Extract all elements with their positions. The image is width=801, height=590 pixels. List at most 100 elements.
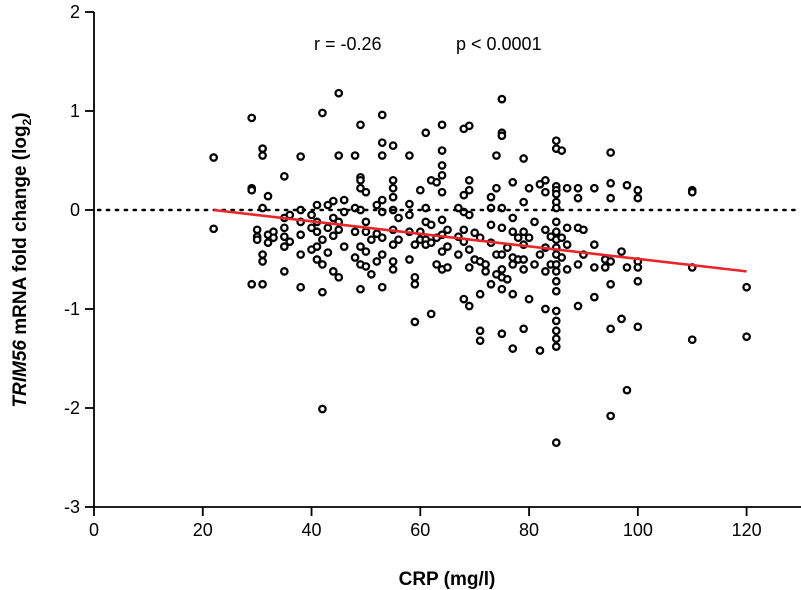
data-point xyxy=(405,199,414,209)
data-point xyxy=(551,342,561,351)
data-point xyxy=(600,263,610,272)
data-point xyxy=(394,213,403,223)
x-tick-label: 40 xyxy=(302,520,322,540)
data-point xyxy=(606,178,616,188)
data-point xyxy=(339,242,349,251)
data-point xyxy=(742,282,751,292)
data-point xyxy=(497,223,507,233)
data-point xyxy=(497,250,507,259)
data-point xyxy=(475,326,485,336)
data-point xyxy=(296,250,306,259)
data-point xyxy=(410,272,420,282)
data-point xyxy=(530,260,539,269)
data-point xyxy=(573,183,583,193)
data-point xyxy=(356,183,365,193)
data-point xyxy=(361,217,371,227)
data-point xyxy=(328,267,338,276)
y-axis-title-close: ) xyxy=(10,112,31,118)
data-point xyxy=(328,196,338,206)
data-point xyxy=(606,324,616,334)
data-point xyxy=(437,146,447,155)
data-point xyxy=(617,314,626,324)
data-point xyxy=(388,240,398,249)
data-point xyxy=(459,294,469,304)
data-point xyxy=(437,120,447,130)
data-point xyxy=(464,263,474,272)
data-point xyxy=(464,301,474,311)
data-point xyxy=(377,233,387,243)
y-axis-title: TRIM56 mRNA fold change (log2) xyxy=(10,112,34,407)
data-point xyxy=(443,263,452,272)
data-point xyxy=(323,248,333,257)
data-point xyxy=(551,276,561,286)
data-point xyxy=(519,255,528,264)
data-point xyxy=(258,250,267,259)
data-point xyxy=(285,237,295,247)
data-point xyxy=(415,185,425,195)
data-point xyxy=(356,284,365,294)
data-point xyxy=(263,238,273,248)
data-point xyxy=(350,253,360,262)
data-point xyxy=(573,260,583,269)
data-point xyxy=(589,292,599,302)
data-point xyxy=(508,260,518,269)
x-axis-title: CRP (mg/l) xyxy=(399,569,496,590)
data-point xyxy=(367,235,376,245)
data-point xyxy=(508,289,518,299)
y-axis-title-main: mRNA fold change (log xyxy=(10,125,31,340)
data-point xyxy=(209,224,218,234)
data-point xyxy=(388,183,398,193)
data-point xyxy=(432,177,441,187)
data-point xyxy=(279,171,289,181)
data-point xyxy=(535,250,545,259)
data-point xyxy=(622,263,632,272)
data-point xyxy=(541,225,550,235)
data-point xyxy=(410,240,420,249)
data-point xyxy=(209,153,218,162)
data-point xyxy=(437,187,447,197)
data-point xyxy=(589,263,599,272)
y-tick-label: -1 xyxy=(64,299,80,319)
data-point xyxy=(464,210,474,220)
data-point xyxy=(606,279,616,289)
data-point xyxy=(258,151,267,160)
data-point xyxy=(492,183,501,193)
data-point xyxy=(551,260,561,269)
p-annotation: p < 0.0001 xyxy=(456,34,542,54)
data-point xyxy=(589,240,599,249)
data-point xyxy=(633,185,643,195)
r-annotation: r = -0.26 xyxy=(314,34,382,54)
data-point xyxy=(279,242,289,251)
regression-line xyxy=(213,208,747,273)
data-point xyxy=(535,179,545,189)
data-point xyxy=(551,217,561,227)
data-point xyxy=(318,260,327,269)
data-point xyxy=(508,344,518,353)
data-point xyxy=(426,238,436,248)
data-point xyxy=(388,257,398,266)
data-point xyxy=(258,279,267,289)
data-point xyxy=(356,120,365,130)
data-point xyxy=(524,233,534,243)
data-point xyxy=(312,242,322,251)
data-point xyxy=(519,324,528,334)
data-point xyxy=(492,151,501,160)
data-point xyxy=(464,175,474,185)
data-point xyxy=(323,200,333,210)
data-point xyxy=(307,223,316,233)
data-point xyxy=(339,207,349,217)
data-point xyxy=(557,253,567,262)
data-point xyxy=(508,227,518,237)
data-point xyxy=(606,148,616,157)
data-point xyxy=(551,189,561,199)
data-point xyxy=(318,404,327,414)
data-point xyxy=(377,282,387,292)
data-point xyxy=(497,131,507,141)
data-point xyxy=(421,128,431,138)
data-point xyxy=(443,225,452,235)
data-point xyxy=(437,215,447,225)
data-point xyxy=(573,301,583,311)
data-point xyxy=(285,210,295,220)
ticks-layer: 0 20 40 60 80 100 120 -3 -2 -1 0 1 2 xyxy=(64,2,762,540)
